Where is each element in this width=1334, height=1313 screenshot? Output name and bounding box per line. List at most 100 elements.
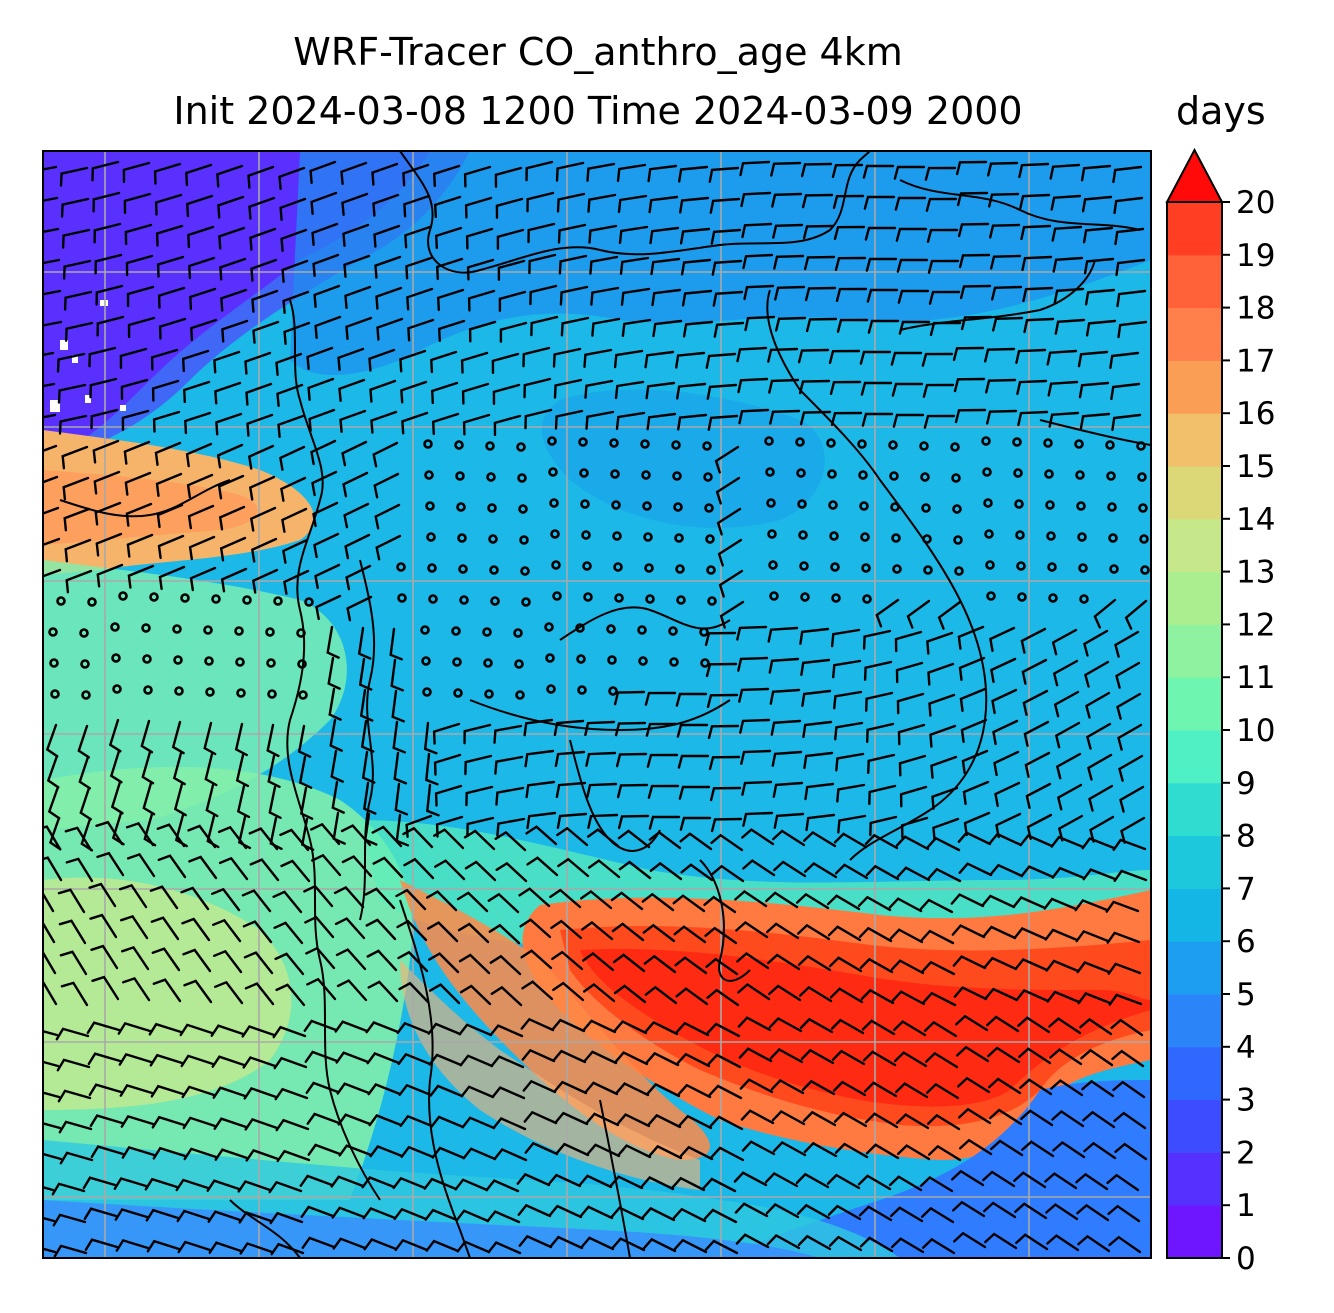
wind-barb	[43, 258, 61, 265]
wind-barb	[1077, 1234, 1111, 1253]
wind-barb	[206, 1179, 241, 1192]
wind-barb	[306, 977, 337, 1001]
wind-barb	[428, 952, 460, 974]
wind-barb	[1084, 288, 1116, 306]
wind-barb	[334, 917, 366, 940]
wind-barb	[188, 535, 216, 561]
wind-barb	[955, 160, 988, 176]
wind-barb	[124, 223, 153, 246]
wind-barb	[587, 859, 621, 879]
wind-barb	[1115, 258, 1146, 277]
colorbar-extend-arrow	[1165, 147, 1224, 203]
wind-barb	[862, 1050, 897, 1067]
wind-barb	[120, 914, 149, 940]
wind-barb	[280, 859, 311, 883]
wind-barb	[395, 888, 427, 911]
wind-barb	[367, 1083, 402, 1096]
wind-barb	[1116, 692, 1142, 720]
wind-barb	[95, 284, 124, 306]
wind-barb	[555, 1142, 590, 1157]
wind-barb	[984, 1232, 1018, 1250]
wind-barb	[154, 441, 182, 466]
wind-barb	[530, 315, 559, 337]
wind-barb	[305, 946, 336, 970]
colorbar-band	[1167, 202, 1222, 256]
wind-barb	[616, 163, 647, 183]
wind-barb	[87, 1052, 122, 1066]
wind-barb	[984, 347, 1016, 363]
wind-barb	[300, 1205, 335, 1218]
wind-barb	[276, 383, 304, 407]
calm-marker	[454, 440, 464, 450]
wind-barb	[960, 718, 988, 744]
calm-marker	[456, 502, 466, 512]
wind-barb	[346, 595, 373, 622]
wind-barb	[281, 507, 308, 533]
wind-barb	[863, 195, 896, 210]
colorbar-band	[1167, 888, 1222, 942]
wind-barb	[1051, 225, 1083, 242]
wind-barb	[679, 832, 713, 851]
wind-barb	[798, 379, 831, 395]
calm-marker	[826, 438, 836, 448]
wind-barb	[518, 1234, 553, 1249]
wind-barb	[1044, 928, 1079, 942]
wind-barb	[956, 191, 989, 207]
wind-barb	[803, 861, 838, 879]
calm-marker	[112, 684, 122, 694]
wind-barb	[553, 1080, 588, 1095]
calm-marker	[764, 436, 774, 446]
calm-marker	[396, 562, 406, 572]
wind-barb	[282, 538, 309, 564]
wind-barb	[734, 889, 768, 908]
wind-barb	[125, 502, 153, 527]
calm-marker	[80, 659, 90, 669]
wind-barb	[1116, 289, 1147, 308]
wind-barb	[826, 1173, 861, 1190]
wind-barb	[393, 751, 408, 785]
wind-barb	[992, 719, 1019, 746]
wind-barb	[400, 1145, 435, 1159]
wind-barb	[525, 825, 558, 846]
calm-marker	[516, 442, 526, 452]
calm-marker	[544, 622, 554, 632]
wind-barb	[704, 1239, 739, 1255]
wind-barb	[1023, 317, 1055, 334]
wind-barb	[711, 259, 743, 276]
wind-barb	[279, 197, 307, 221]
colorbar-tick-label: 11	[1236, 660, 1275, 696]
wind-barb	[550, 919, 583, 940]
wind-barb	[802, 224, 835, 240]
wind-barb	[616, 1113, 651, 1128]
wind-barb	[1076, 961, 1111, 974]
wind-barb	[703, 895, 737, 914]
wind-barb	[994, 781, 1021, 808]
wind-barb	[897, 723, 926, 746]
wind-barb	[429, 1084, 464, 1098]
wind-barb	[43, 382, 56, 388]
wind-barb	[374, 503, 401, 530]
wind-barb	[896, 692, 925, 715]
wind-barb	[459, 1054, 494, 1068]
wind-barb	[1021, 658, 1048, 685]
calm-marker	[1075, 470, 1085, 480]
wind-barb	[584, 1081, 619, 1096]
calm-marker	[1139, 534, 1149, 544]
calm-marker	[982, 467, 992, 477]
wind-barb	[274, 952, 305, 976]
wind-barb	[58, 1120, 93, 1134]
wind-barb	[743, 284, 775, 301]
wind-barb	[1014, 958, 1049, 972]
wind-barb	[1020, 1109, 1054, 1127]
wind-barb	[1082, 868, 1117, 881]
wind-barb	[369, 379, 397, 403]
calm-marker	[800, 592, 810, 602]
wind-barb	[932, 817, 960, 841]
calm-marker	[1012, 437, 1022, 447]
wind-barb	[182, 1116, 217, 1130]
wind-barb	[43, 1186, 55, 1192]
wind-barb	[1124, 599, 1148, 630]
wind-barb	[740, 749, 772, 765]
calm-wind-markers	[48, 436, 1150, 700]
calm-marker	[981, 436, 991, 446]
